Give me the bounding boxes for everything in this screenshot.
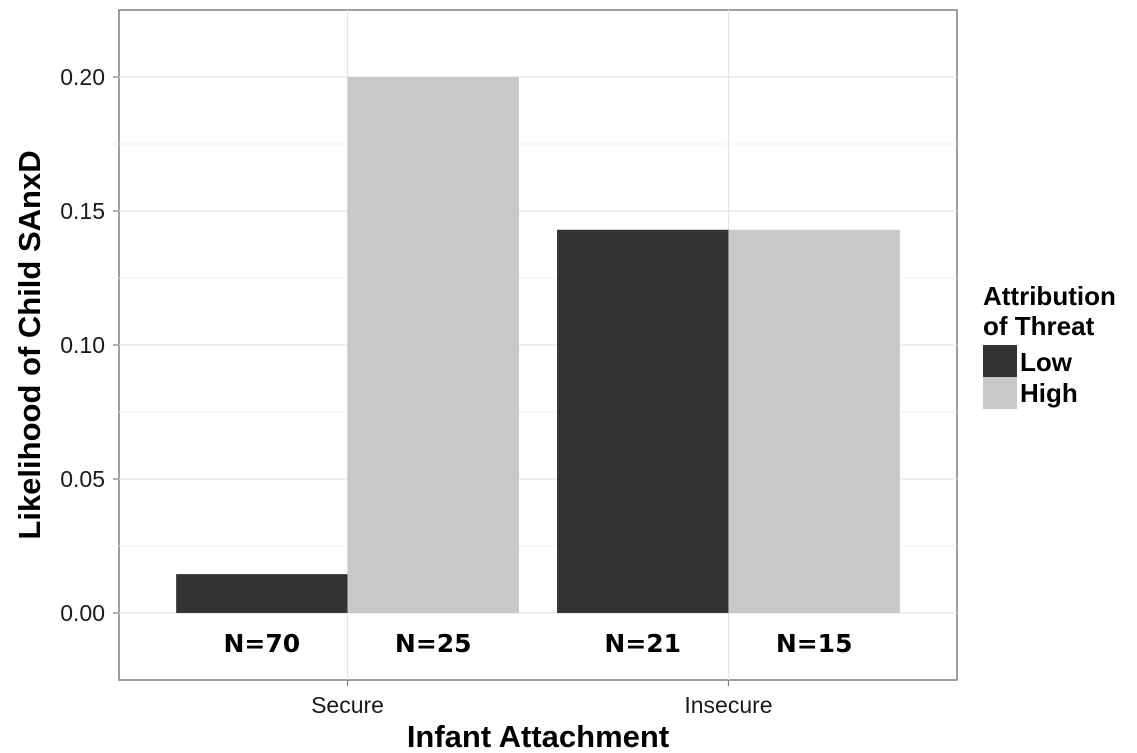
legend-swatch-high: [983, 377, 1017, 409]
n-labels: N=70 N=25 N=21 N=15: [224, 629, 853, 658]
bar-insecure-low: [557, 229, 729, 613]
y-tick-label: 0.15: [60, 198, 105, 224]
y-tick-label: 0.10: [60, 332, 105, 358]
n-label-insecure-low: N=21: [604, 629, 681, 658]
x-tick-label: Secure: [311, 692, 384, 718]
legend-title-line-1: Attribution: [983, 281, 1116, 311]
y-axis-ticks: 0.00 0.05 0.10 0.15 0.20: [60, 64, 119, 626]
bar-secure-high: [347, 77, 519, 613]
y-tick-label: 0.00: [60, 600, 105, 626]
legend: Attribution of Threat Low High: [983, 281, 1116, 409]
bar-secure-low: [176, 574, 348, 613]
legend-title-line-2: of Threat: [983, 311, 1095, 341]
bar-insecure-high: [728, 229, 900, 613]
n-label-secure-low: N=70: [224, 629, 301, 658]
x-axis-ticks: Secure Insecure: [311, 680, 773, 718]
y-tick-label: 0.20: [60, 64, 105, 90]
y-tick-label: 0.05: [60, 466, 105, 492]
x-axis-title: Infant Attachment: [407, 719, 669, 753]
legend-label-high: High: [1020, 378, 1078, 408]
x-tick-label: Insecure: [684, 692, 772, 718]
bars: [176, 77, 900, 613]
n-label-insecure-high: N=15: [776, 629, 853, 658]
legend-swatch-low: [983, 345, 1017, 377]
legend-label-low: Low: [1020, 347, 1073, 377]
n-label-secure-high: N=25: [395, 629, 472, 658]
y-axis-title: Likelihood of Child SAnxD: [12, 150, 47, 539]
